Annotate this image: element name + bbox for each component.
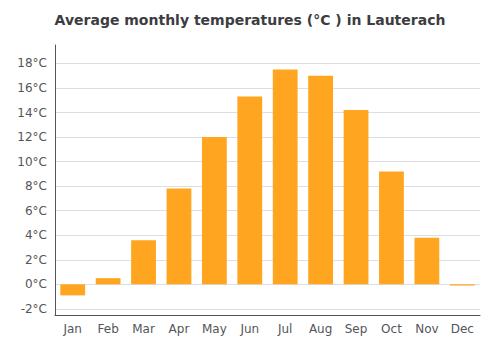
svg-text:14°C: 14°C xyxy=(17,106,47,120)
svg-text:May: May xyxy=(202,322,227,336)
svg-text:18°C: 18°C xyxy=(17,56,47,70)
svg-text:Nov: Nov xyxy=(415,322,438,336)
svg-text:4°C: 4°C xyxy=(25,228,47,242)
svg-text:Aug: Aug xyxy=(309,322,332,336)
svg-text:Dec: Dec xyxy=(451,322,474,336)
svg-text:Oct: Oct xyxy=(381,322,402,336)
svg-text:6°C: 6°C xyxy=(25,204,47,218)
svg-text:-2°C: -2°C xyxy=(21,302,47,316)
svg-text:10°C: 10°C xyxy=(17,155,47,169)
svg-text:0°C: 0°C xyxy=(25,277,47,291)
svg-text:Feb: Feb xyxy=(98,322,119,336)
svg-text:16°C: 16°C xyxy=(17,81,47,95)
svg-text:Jun: Jun xyxy=(239,322,259,336)
svg-text:Average monthly temperatures (: Average monthly temperatures (°C ) in La… xyxy=(55,12,446,28)
svg-text:Jul: Jul xyxy=(277,322,292,336)
svg-text:12°C: 12°C xyxy=(17,130,47,144)
svg-text:Sep: Sep xyxy=(345,322,368,336)
svg-text:Apr: Apr xyxy=(169,322,190,336)
svg-text:8°C: 8°C xyxy=(25,179,47,193)
svg-text:2°C: 2°C xyxy=(25,253,47,267)
svg-text:Mar: Mar xyxy=(132,322,155,336)
svg-text:Jan: Jan xyxy=(62,322,82,336)
